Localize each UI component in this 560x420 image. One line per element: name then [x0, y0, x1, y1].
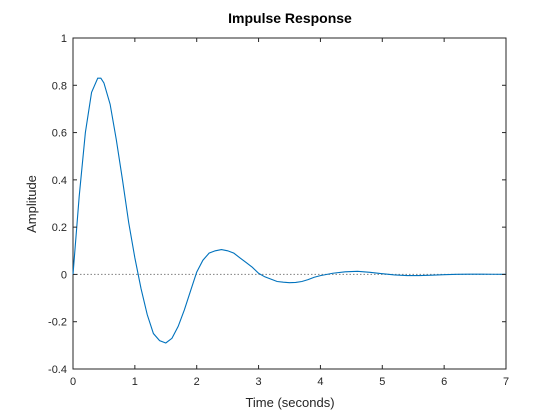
y-tick-label: 0.2 — [52, 222, 67, 234]
x-axis-label: Time (seconds) — [245, 395, 334, 410]
x-tick-label: 0 — [70, 376, 76, 388]
y-tick-label: 0.8 — [52, 80, 67, 92]
x-tick-label: 7 — [503, 376, 509, 388]
x-tick-label: 3 — [256, 376, 262, 388]
y-axis-label: Amplitude — [24, 175, 39, 233]
x-axis-ticks: 0 1 2 3 4 5 6 7 — [70, 38, 509, 388]
y-tick-label: 0 — [61, 269, 67, 281]
y-tick-label: 1 — [61, 33, 67, 45]
x-tick-label: 5 — [379, 376, 385, 388]
chart-title: Impulse Response — [228, 10, 352, 26]
x-tick-label: 2 — [194, 376, 200, 388]
series-line-impulse-response — [72, 77, 507, 344]
y-tick-label: -0.2 — [48, 317, 67, 329]
y-tick-label: -0.4 — [48, 364, 67, 376]
x-tick-label: 6 — [441, 376, 447, 388]
y-tick-label: 0.6 — [52, 128, 67, 140]
x-tick-label: 1 — [132, 376, 138, 388]
y-tick-label: 0.4 — [52, 175, 67, 187]
plot-area — [72, 37, 507, 370]
y-axis-ticks: -0.4 -0.2 0 0.2 0.4 0.6 0.8 1 — [48, 33, 506, 376]
x-tick-label: 4 — [317, 376, 323, 388]
